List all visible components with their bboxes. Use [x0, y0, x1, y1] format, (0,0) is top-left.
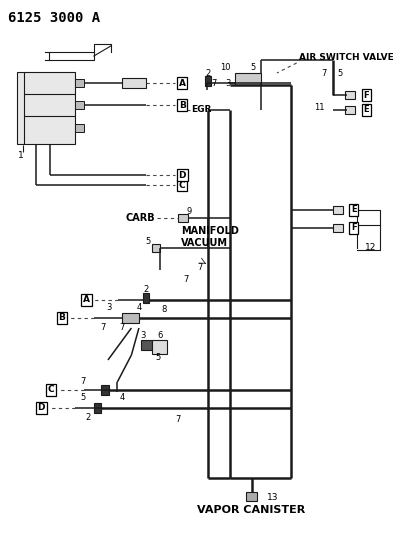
Text: 12: 12	[365, 244, 377, 253]
Bar	[178, 214, 188, 222]
Text: 8: 8	[162, 305, 167, 314]
Text: B: B	[58, 313, 65, 322]
Text: C: C	[179, 181, 185, 190]
Bar	[75, 79, 84, 87]
Text: 7: 7	[183, 276, 188, 285]
Text: CARB: CARB	[125, 213, 155, 223]
Text: E: E	[363, 106, 369, 115]
Bar	[205, 76, 211, 86]
Text: F: F	[363, 91, 369, 100]
Text: MANIFOLD
VACUUM: MANIFOLD VACUUM	[181, 226, 239, 248]
Text: 2: 2	[206, 69, 211, 77]
Bar	[94, 403, 101, 413]
Text: 13: 13	[266, 494, 278, 503]
Text: 7: 7	[80, 376, 85, 385]
Text: 5: 5	[251, 63, 256, 72]
Bar	[346, 106, 355, 114]
Bar	[346, 91, 355, 99]
Bar	[17, 72, 75, 144]
Bar	[75, 101, 84, 109]
Text: F: F	[351, 223, 357, 232]
Text: 7: 7	[197, 263, 203, 272]
Text: 4: 4	[136, 303, 142, 312]
Bar	[141, 340, 152, 350]
Text: 9: 9	[187, 206, 192, 215]
Bar	[333, 224, 343, 232]
Text: EGR: EGR	[191, 106, 212, 115]
Text: A: A	[83, 295, 90, 304]
Text: 3: 3	[226, 79, 231, 88]
Bar	[75, 124, 84, 132]
Text: 7: 7	[120, 322, 125, 332]
Bar	[235, 73, 261, 85]
Text: A: A	[179, 78, 186, 87]
Bar	[152, 340, 167, 354]
Text: 6: 6	[157, 332, 162, 341]
Bar	[152, 244, 160, 252]
Text: 2: 2	[86, 414, 91, 423]
Text: E: E	[351, 206, 357, 214]
Text: 1: 1	[18, 150, 24, 159]
Text: 2: 2	[144, 286, 149, 295]
Text: 7: 7	[101, 322, 106, 332]
Bar	[246, 492, 257, 501]
Text: 7: 7	[321, 69, 326, 77]
Text: 10: 10	[220, 63, 231, 72]
Text: 5: 5	[155, 353, 160, 362]
Text: B: B	[179, 101, 186, 109]
Text: VAPOR CANISTER: VAPOR CANISTER	[197, 505, 306, 515]
Text: C: C	[47, 385, 54, 394]
Text: 5: 5	[146, 237, 151, 246]
Text: D: D	[178, 171, 186, 180]
Bar	[143, 293, 149, 303]
Bar	[101, 385, 109, 395]
Text: 3: 3	[140, 332, 145, 341]
Text: D: D	[38, 403, 45, 413]
Text: 7: 7	[176, 416, 181, 424]
Bar	[333, 206, 343, 214]
Text: 5: 5	[337, 69, 342, 77]
Text: AIR SWITCH VALVE: AIR SWITCH VALVE	[299, 53, 393, 62]
Bar	[122, 313, 139, 323]
Text: 6125 3000 A: 6125 3000 A	[7, 11, 100, 25]
Text: 4: 4	[120, 393, 125, 402]
Text: 5: 5	[80, 393, 85, 402]
Text: 11: 11	[314, 103, 324, 112]
Text: 3: 3	[106, 303, 111, 312]
Text: 7: 7	[211, 79, 217, 88]
Bar	[122, 78, 146, 88]
